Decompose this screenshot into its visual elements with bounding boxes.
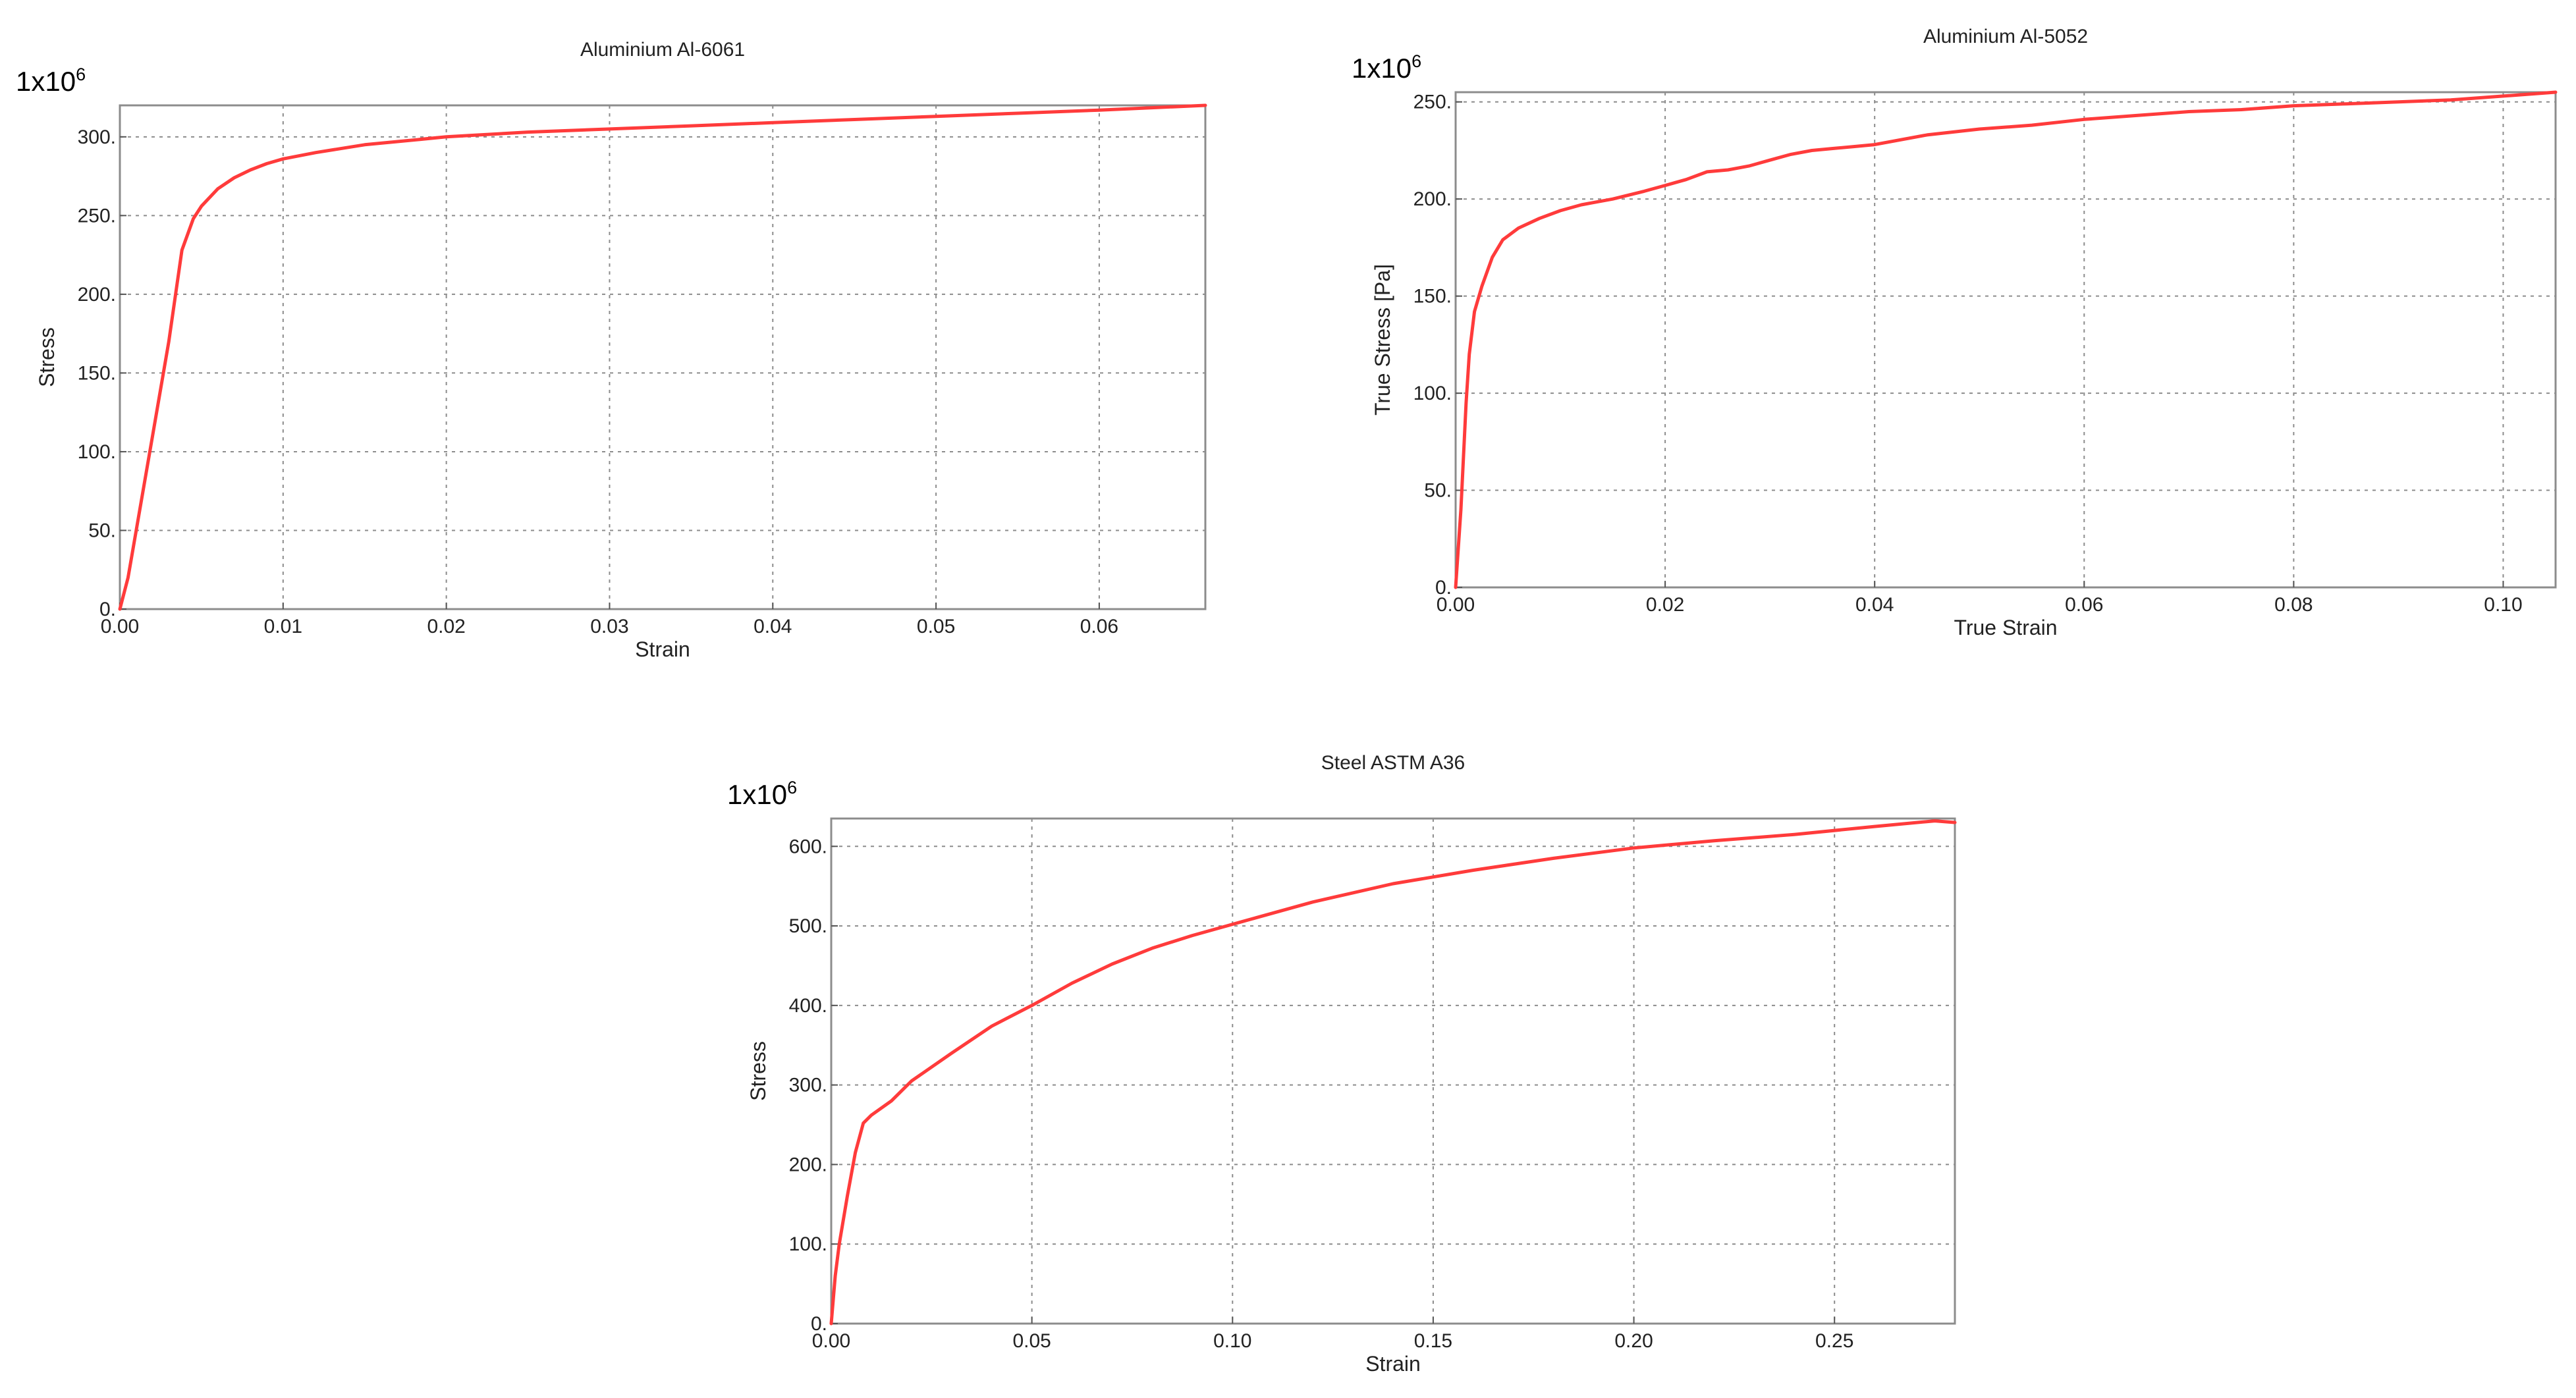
y-tick-label: 200. <box>789 1154 827 1175</box>
x-tick-label: 0.01 <box>264 616 302 637</box>
x-axis-label: True Strain <box>1954 616 2057 639</box>
chart-2: 0.00 0.02 0.04 0.06 0.08 0.10 0. 50. 100. 150. 200… <box>1352 26 2558 639</box>
y-multiplier-base: 1x10 <box>1352 53 1411 84</box>
y-tick-label: 500. <box>789 915 827 937</box>
y-axis-label: True Stress [Pa] <box>1371 264 1394 416</box>
y-multiplier-exponent: 6 <box>76 65 86 84</box>
y-tick-label: 150. <box>78 362 116 384</box>
plot-frame <box>1454 91 2557 589</box>
x-tick-label: 0.02 <box>427 616 465 637</box>
y-multiplier-base: 1x10 <box>16 66 76 97</box>
x-tick-label: 0.00 <box>101 616 139 637</box>
y-axis-label: Stress <box>35 327 59 387</box>
chart-3: 0.00 0.05 0.10 0.15 0.20 0.25 0. 100. 200. 300. 40… <box>727 752 1957 1376</box>
x-tick-label: 0.00 <box>812 1330 850 1352</box>
x-tick-label: 0.04 <box>1855 594 1894 616</box>
x-tick-label: 0.03 <box>590 616 628 637</box>
y-multiplier-exponent: 6 <box>787 778 797 797</box>
x-tick-label: 0.25 <box>1815 1330 1853 1352</box>
y-tick-label: 100. <box>1413 383 1452 404</box>
chart-title: Aluminium Al-5052 <box>1923 26 2088 47</box>
y-multiplier-exponent: 6 <box>1411 51 1421 71</box>
x-tick-label: 0.02 <box>1646 594 1684 616</box>
x-tick-label: 0.06 <box>1080 616 1118 637</box>
y-multiplier-base: 1x10 <box>727 779 787 810</box>
series-line <box>1454 90 2558 589</box>
x-axis-label: Strain <box>635 637 690 661</box>
x-tick-label: 0.05 <box>1012 1330 1051 1352</box>
x-axis-label: Strain <box>1365 1352 1421 1376</box>
y-tick-label: 200. <box>78 284 116 306</box>
x-tick-label: 0.05 <box>917 616 955 637</box>
x-tick-label: 0.10 <box>1213 1330 1251 1352</box>
y-tick-label: 300. <box>78 126 116 148</box>
y-multiplier: 1x106 <box>16 65 86 97</box>
y-tick-label: 150. <box>1413 286 1452 308</box>
y-tick-label: 0. <box>811 1313 827 1335</box>
y-multiplier: 1x106 <box>1352 51 1421 84</box>
y-axis-label: Stress <box>746 1041 770 1101</box>
series-line <box>829 819 1957 1326</box>
chart-1: 0.00 0.01 0.02 0.03 0.04 0.05 0.06 0. 50. 100. 150… <box>16 39 1207 661</box>
x-tick-label: 0.04 <box>754 616 792 637</box>
y-tick-label: 250. <box>78 205 116 227</box>
y-multiplier: 1x106 <box>727 778 797 810</box>
x-tick-label: 0.06 <box>2065 594 2103 616</box>
y-tick-label: 400. <box>789 995 827 1017</box>
y-tick-label: 200. <box>1413 188 1452 210</box>
chart-title: Steel ASTM A36 <box>1321 752 1465 774</box>
y-tick-label: 0. <box>1435 577 1452 599</box>
y-tick-label: 100. <box>789 1233 827 1255</box>
x-tick-label: 0.00 <box>1437 594 1475 616</box>
plot-frame <box>119 104 1207 610</box>
y-tick-label: 600. <box>789 836 827 857</box>
x-tick-label: 0.08 <box>2274 594 2313 616</box>
y-tick-label: 50. <box>1424 480 1452 502</box>
plot-frame <box>830 817 1956 1325</box>
y-tick-label: 250. <box>1413 92 1452 113</box>
x-tick-label: 0.20 <box>1614 1330 1653 1352</box>
y-tick-label: 100. <box>78 441 116 463</box>
y-tick-label: 300. <box>789 1075 827 1096</box>
chart-title: Aluminium Al-6061 <box>580 39 745 61</box>
x-tick-label: 0.10 <box>2484 594 2522 616</box>
y-tick-label: 50. <box>88 520 116 541</box>
series-line <box>118 103 1207 611</box>
y-tick-label: 0. <box>99 599 116 620</box>
x-tick-label: 0.15 <box>1414 1330 1452 1352</box>
